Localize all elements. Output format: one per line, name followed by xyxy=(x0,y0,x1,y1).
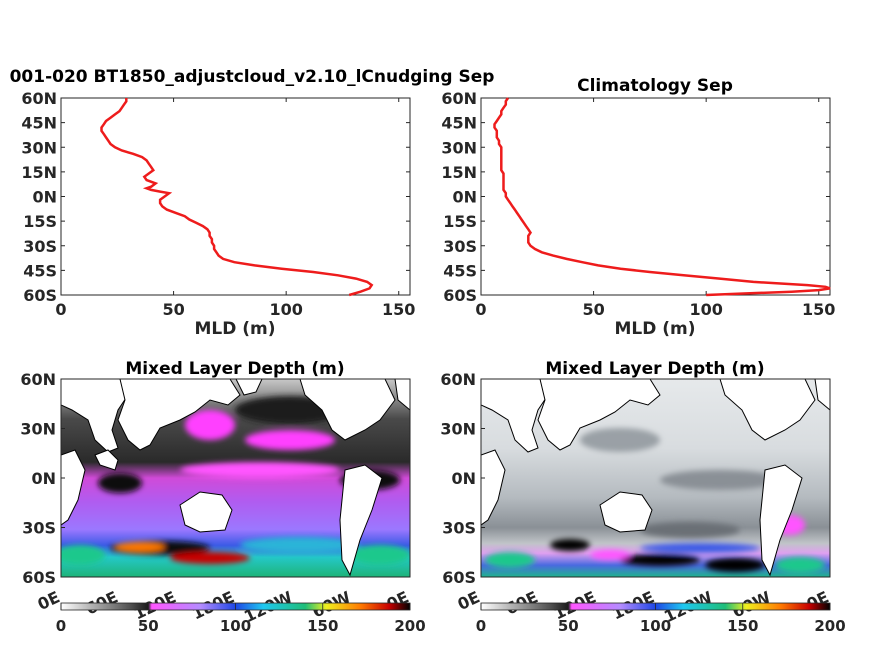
panel3-colorbar-ticks: 0 50 100 150 200 xyxy=(56,603,426,635)
y-tick-label: 60N xyxy=(441,89,477,108)
panel2-y-ticks: 60N 45N 30N 15N 0N 15S 30S 45S 60S xyxy=(441,89,830,305)
y-tick-label: 15S xyxy=(443,212,477,231)
y-tick-label: 45N xyxy=(441,114,477,133)
colorbar-tick-label: 150 xyxy=(307,617,338,635)
panel2-title: Climatology Sep xyxy=(577,76,733,96)
y-tick-label: 15N xyxy=(441,163,477,182)
colorbar-tick-label: 100 xyxy=(220,617,251,635)
panel1-y-ticks: 60N 45N 30N 15N 0N 15S 30S 45S 60S xyxy=(21,89,410,305)
y-tick-label: 60S xyxy=(22,568,56,587)
y-tick-label: 0N xyxy=(451,469,476,488)
y-tick-label: 60N xyxy=(440,370,476,389)
y-tick-label: 30S xyxy=(22,519,56,538)
x-tick-label: 0E xyxy=(35,587,63,614)
panel4-y-ticks: 60N 30N 0N 30S 60S xyxy=(440,370,485,587)
y-tick-label: 60S xyxy=(23,286,57,305)
y-tick-label: 45S xyxy=(23,261,57,280)
panel4-continents xyxy=(481,379,830,577)
y-tick-label: 15S xyxy=(23,212,57,231)
panel-model-profile: 001-020 BT1850_adjustcloud_v2.10_lCnudgi… xyxy=(10,67,495,339)
y-tick-label: 30S xyxy=(442,519,476,538)
y-tick-label: 0N xyxy=(32,188,57,207)
panel1-title: 001-020 BT1850_adjustcloud_v2.10_lCnudgi… xyxy=(10,67,495,87)
x-tick-label: 50 xyxy=(582,300,604,319)
colorbar-tick-label: 0 xyxy=(56,617,66,635)
colorbar-tick-label: 50 xyxy=(138,617,159,635)
panel3-map-field xyxy=(61,379,410,577)
y-tick-label: 30S xyxy=(443,237,477,256)
y-tick-label: 60S xyxy=(442,568,476,587)
x-tick-label: 50 xyxy=(162,300,184,319)
colorbar-tick-label: 100 xyxy=(640,617,671,635)
panel4-colorbar-ticks: 0 50 100 150 200 xyxy=(476,603,846,635)
y-tick-label: 30N xyxy=(440,420,476,439)
colorbar-tick-label: 50 xyxy=(558,617,579,635)
y-tick-label: 0N xyxy=(31,469,56,488)
x-tick-label: 0 xyxy=(55,300,66,319)
x-tick-label: 0 xyxy=(475,300,486,319)
panel2-x-ticks: 0 50 100 150 xyxy=(475,98,835,319)
panel-climatology-map: Mixed Layer Depth (m) xyxy=(440,359,845,635)
panel1-x-ticks: 0 50 100 150 xyxy=(55,98,415,319)
panel3-continents xyxy=(61,379,410,577)
y-tick-label: 30N xyxy=(441,138,477,157)
panel4-title: Mixed Layer Depth (m) xyxy=(545,359,764,379)
y-tick-label: 15N xyxy=(21,163,57,182)
panel2-series-line xyxy=(493,97,831,297)
panel1-series-line xyxy=(100,98,374,297)
y-tick-label: 60N xyxy=(21,89,57,108)
panel2-axes-box xyxy=(480,97,831,296)
x-tick-label: 150 xyxy=(802,300,835,319)
colorbar-tick-label: 200 xyxy=(394,617,425,635)
panel2-xlabel: MLD (m) xyxy=(614,319,695,339)
y-tick-label: 30N xyxy=(21,138,57,157)
x-tick-label: 150 xyxy=(382,300,415,319)
y-tick-label: 45S xyxy=(443,261,477,280)
colorbar-tick-label: 0 xyxy=(476,617,486,635)
panel-model-map: Mixed Layer Depth (m) xyxy=(20,359,425,635)
panel4-map-field xyxy=(481,379,830,577)
panel-climatology-profile: Climatology Sep 60N45N30N15N0N15S30S45S6… xyxy=(441,76,835,339)
colorbar-tick-label: 200 xyxy=(814,617,845,635)
y-tick-label: 60S xyxy=(443,286,477,305)
panel1-axes-box xyxy=(60,97,411,296)
y-tick-label: 30S xyxy=(23,237,57,256)
y-tick-label: 45N xyxy=(21,114,57,133)
y-tick-label: 30N xyxy=(20,420,56,439)
y-tick-label: 60N xyxy=(20,370,56,389)
y-tick-label: 0N xyxy=(452,188,477,207)
colorbar-tick-label: 150 xyxy=(727,617,758,635)
panel3-y-ticks: 60N 30N 0N 30S 60S xyxy=(20,370,65,587)
panel1-xlabel: MLD (m) xyxy=(194,319,275,339)
panel3-title: Mixed Layer Depth (m) xyxy=(125,359,344,379)
x-tick-label: 0E xyxy=(455,587,483,614)
x-tick-label: 100 xyxy=(689,300,722,319)
x-tick-label: 100 xyxy=(269,300,302,319)
